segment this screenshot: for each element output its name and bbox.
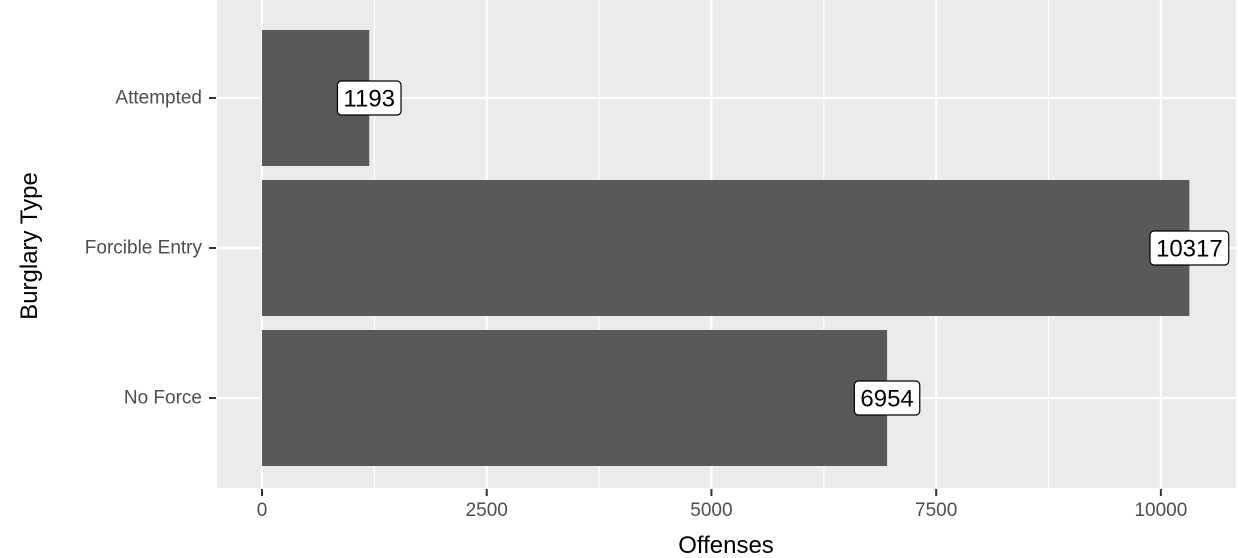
y-axis-title: Burglary Type	[16, 172, 43, 320]
x-tick-label: 2500	[466, 500, 508, 521]
data-label-text: 6954	[860, 386, 913, 413]
x-axis-title: Offenses	[678, 532, 774, 558]
data-label-box	[1149, 230, 1230, 266]
x-tick-label: 7500	[915, 500, 957, 521]
data-label-box	[336, 80, 402, 116]
x-tick-label: 5000	[690, 500, 732, 521]
data-labels: 1193 10317 6954	[336, 80, 1230, 416]
data-label-text: 1193	[343, 86, 395, 113]
x-tick-label: 10000	[1134, 500, 1187, 521]
bar	[262, 330, 888, 466]
y-tick-label: Attempted	[115, 88, 202, 109]
data-label: 6954	[853, 380, 921, 416]
data-label-text: 10317	[1156, 236, 1223, 263]
x-axis: 0 2500 5000 7500 10000	[257, 489, 1187, 521]
y-tick-label: Forcible Entry	[85, 238, 203, 259]
bar	[262, 180, 1190, 316]
y-axis: Attempted Forcible Entry No Force	[85, 88, 216, 409]
y-tick-label: No Force	[124, 388, 202, 409]
x-tick-label: 0	[257, 500, 268, 521]
data-label: 1193	[336, 80, 402, 116]
data-label-box	[853, 380, 921, 416]
data-label: 10317	[1149, 230, 1230, 266]
